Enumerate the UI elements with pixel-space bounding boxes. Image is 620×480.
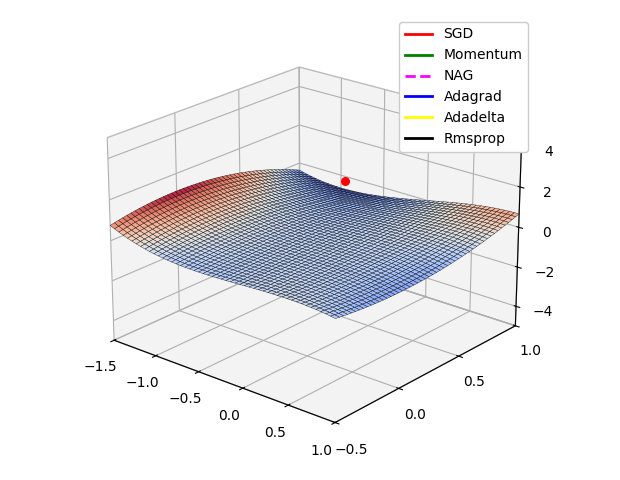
Legend: SGD, Momentum, NAG, Adagrad, Adadelta, Rmsprop: SGD, Momentum, NAG, Adagrad, Adadelta, R… [399,22,528,152]
